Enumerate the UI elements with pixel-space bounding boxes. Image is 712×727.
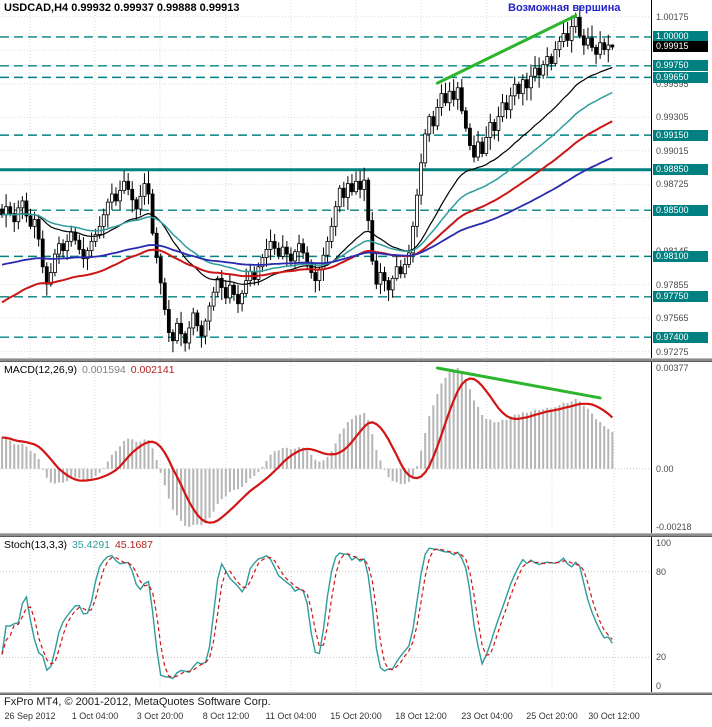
price-chart-canvas[interactable] xyxy=(0,0,651,358)
macd-axis[interactable]: 0.00377 0.00 -0.00218 xyxy=(651,362,712,533)
macd-value: 0.001594 xyxy=(81,364,126,376)
time-axis-label: 25 Oct 20:00 xyxy=(526,711,578,721)
time-axis-label: 23 Oct 04:00 xyxy=(461,711,513,721)
ma-mid-teal xyxy=(1,91,613,273)
price-axis[interactable]: 1.00175 0.99595 0.99305 0.99015 0.98725 0.981… xyxy=(651,0,712,358)
time-axis-label: 18 Oct 12:00 xyxy=(395,711,447,721)
time-axis-label: 15 Oct 20:00 xyxy=(330,711,382,721)
panel-splitter-2[interactable] xyxy=(0,533,712,537)
macd-label: MACD(12,26,9) 0.001594 0.002141 xyxy=(4,364,180,376)
price-level-label: 1.00000 xyxy=(653,31,708,43)
chart-title: USDCAD,H4 0.99932 0.99937 0.99888 0.9991… xyxy=(4,2,240,14)
macd-name: MACD(12,26,9) xyxy=(4,364,77,376)
ma-slowest-blue xyxy=(1,156,613,266)
stochastic-panel: 100 80 20 0 Stoch(13,3,3) 35.4291 45.1687 xyxy=(0,537,712,692)
macd-axis-label: -0.00218 xyxy=(656,522,692,532)
trendline-main xyxy=(435,14,578,85)
footer: FxPro MT4, © 2001-2012, MetaQuotes Softw… xyxy=(0,695,712,727)
price-axis-label: 0.99015 xyxy=(656,145,689,156)
time-axis-label: 11 Oct 04:00 xyxy=(265,711,317,721)
price-axis-label: 0.97855 xyxy=(656,279,689,290)
macd-axis-label: 0.00 xyxy=(656,463,674,474)
stoch-axis-label: 100 xyxy=(656,538,672,548)
time-axis-label: 30 Oct 12:00 xyxy=(588,711,640,721)
time-axis-label: 8 Oct 12:00 xyxy=(202,711,250,721)
macd-signal-line xyxy=(1,377,614,524)
copyright-text: FxPro MT4, © 2001-2012, MetaQuotes Softw… xyxy=(4,696,271,708)
price-level-label: 0.98100 xyxy=(653,250,708,262)
price-level-label: 0.99750 xyxy=(653,60,708,72)
macd-chart-canvas[interactable] xyxy=(0,362,651,533)
price-level-label: 0.97400 xyxy=(653,331,708,343)
ma-slow-red xyxy=(1,120,613,304)
stoch-signal-line xyxy=(1,548,613,679)
macd-histogram xyxy=(1,368,614,527)
price-axis-label: 0.98725 xyxy=(656,179,689,190)
stochastic-label: Stoch(13,3,3) 35.4291 45.1687 xyxy=(4,539,158,551)
price-axis-label: 0.97565 xyxy=(656,313,689,324)
panel-splitter-3 xyxy=(0,692,712,695)
annotation-text: Возможная вершина xyxy=(508,2,621,14)
stoch-main-line xyxy=(1,547,613,680)
stoch-axis-label: 20 xyxy=(656,652,667,663)
candles-layer xyxy=(0,5,615,353)
stochastic-axis[interactable]: 100 80 20 0 xyxy=(651,537,712,692)
price-axis-label: 0.99595 xyxy=(656,78,689,89)
price-axis-label: 0.99305 xyxy=(656,112,689,123)
price-level-label: 0.99650 xyxy=(653,71,708,83)
price-axis-label: 0.97275 xyxy=(656,346,689,357)
main-chart-panel: 1.00175 0.99595 0.99305 0.99015 0.98725 0.981… xyxy=(0,0,712,358)
stoch-name: Stoch(13,3,3) xyxy=(4,539,68,551)
stoch-main-value: 35.4291 xyxy=(72,539,111,551)
trendline-macd xyxy=(435,366,602,400)
price-level-label: 0.98850 xyxy=(653,164,708,176)
panel-splitter-1[interactable] xyxy=(0,358,712,362)
price-axis-label: 1.00175 xyxy=(656,11,689,22)
price-level-label: 0.98500 xyxy=(653,204,708,216)
price-level-label: 0.97750 xyxy=(653,291,708,303)
time-axis-label: 1 Oct 04:00 xyxy=(71,711,119,721)
time-axis-label: 3 Oct 20:00 xyxy=(136,711,184,721)
macd-signal-value: 0.002141 xyxy=(130,364,175,376)
ma-fast-black xyxy=(1,66,613,285)
current-price-label: 0.99915 xyxy=(653,41,708,53)
stochastic-chart-canvas[interactable] xyxy=(0,537,651,692)
time-axis-label: 26 Sep 2012 xyxy=(4,711,56,721)
price-level-label: 0.99150 xyxy=(653,129,708,141)
macd-axis-label: 0.00377 xyxy=(656,363,689,373)
stoch-signal-value: 45.1687 xyxy=(115,539,153,551)
stoch-axis-label: 80 xyxy=(656,566,667,577)
stoch-axis-label: 0 xyxy=(656,681,662,691)
macd-panel: 0.00377 0.00 -0.00218 MACD(12,26,9) 0.00159… xyxy=(0,362,712,533)
